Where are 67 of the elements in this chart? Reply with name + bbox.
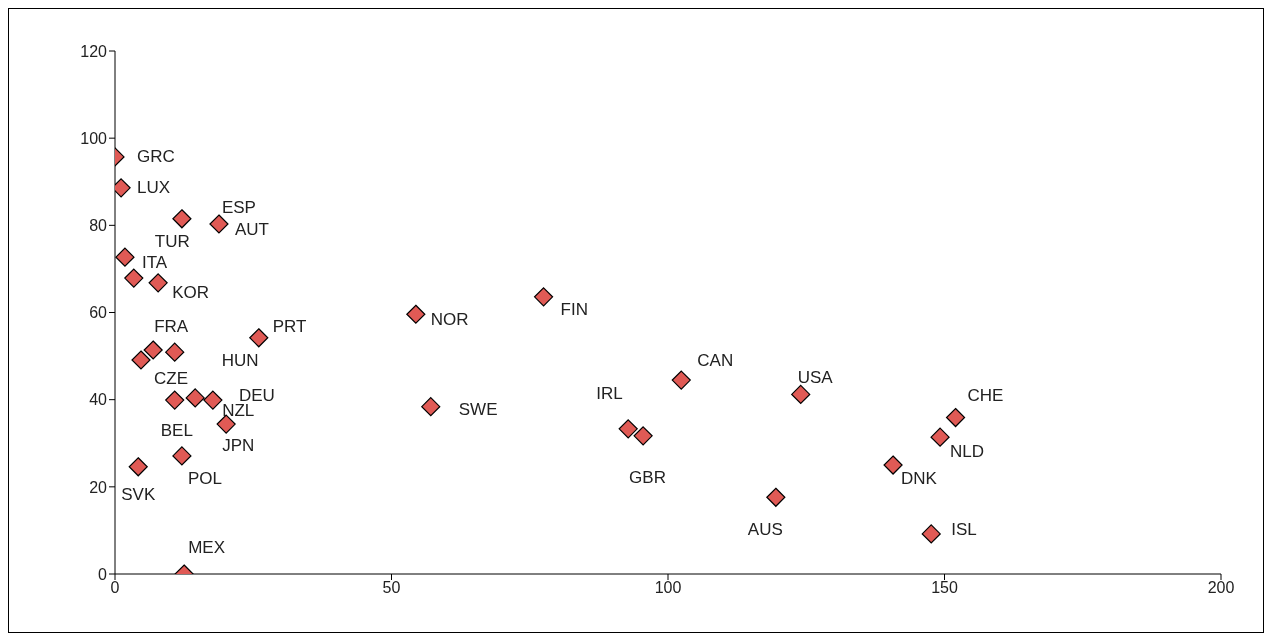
annotation: PRT [272, 317, 307, 337]
x-tick-label: 150 [931, 579, 958, 597]
point [172, 209, 192, 229]
x-tick-label: 50 [382, 579, 401, 597]
y-tick-label: 120 [80, 42, 108, 60]
point [143, 340, 163, 360]
point [921, 524, 941, 544]
point [766, 487, 786, 507]
x-tick-label: 200 [1207, 579, 1235, 597]
x-tick-label: 100 [654, 579, 682, 597]
annotation: BEL [160, 420, 193, 440]
point [128, 457, 148, 477]
annotation: HUN [221, 350, 259, 370]
annotation: SVK [121, 485, 156, 505]
y-tick-label: 40 [89, 391, 108, 409]
x-tick-label: 0 [110, 579, 120, 597]
point [406, 304, 426, 324]
annotation: IRL [596, 384, 623, 404]
annotation: NOR [430, 309, 469, 329]
annotation: POL [187, 469, 222, 489]
point [148, 273, 168, 293]
annotation: GBR [629, 468, 666, 488]
annotation: AUS [747, 519, 783, 539]
point [249, 328, 269, 348]
point [172, 446, 192, 466]
y-tick-label: 100 [80, 129, 108, 147]
point [131, 350, 151, 370]
annotation: GRC [137, 147, 175, 167]
annotation: FRA [154, 317, 189, 337]
annotation: DNK [901, 468, 938, 488]
point [209, 214, 229, 234]
annotation: KOR [172, 283, 209, 303]
point [671, 370, 691, 390]
y-tick-label: 20 [89, 478, 108, 496]
point [945, 407, 966, 428]
point [203, 390, 223, 410]
point [533, 287, 554, 307]
annotation: LUX [137, 178, 171, 198]
point [791, 384, 811, 405]
point [216, 414, 236, 434]
annotation: JPN [222, 435, 255, 455]
annotation: CAN [697, 350, 734, 370]
point [165, 342, 185, 362]
point [633, 426, 653, 446]
point [165, 390, 185, 410]
annotation: ITA [141, 252, 168, 272]
annotation: USA [797, 367, 834, 387]
y-tick-label: 60 [89, 304, 108, 322]
point [185, 388, 205, 408]
point [124, 268, 144, 288]
point [930, 427, 950, 447]
annotation: SWE [458, 400, 498, 420]
annotation: MEX [188, 537, 225, 557]
annotation: ESP [221, 198, 256, 218]
annotation: FIN [560, 300, 588, 320]
annotation: CZE [153, 368, 188, 388]
y-tick-label: 0 [98, 565, 108, 583]
annotation: ISL [951, 520, 977, 540]
point [618, 419, 638, 439]
annotation: TUR [154, 231, 190, 251]
point [883, 455, 903, 475]
annotation: AUT [234, 219, 269, 239]
point [115, 247, 135, 267]
y-tick-label: 80 [89, 217, 108, 235]
annotation: CHE [967, 386, 1004, 406]
annotation: NLD [950, 441, 985, 461]
point [421, 397, 441, 417]
